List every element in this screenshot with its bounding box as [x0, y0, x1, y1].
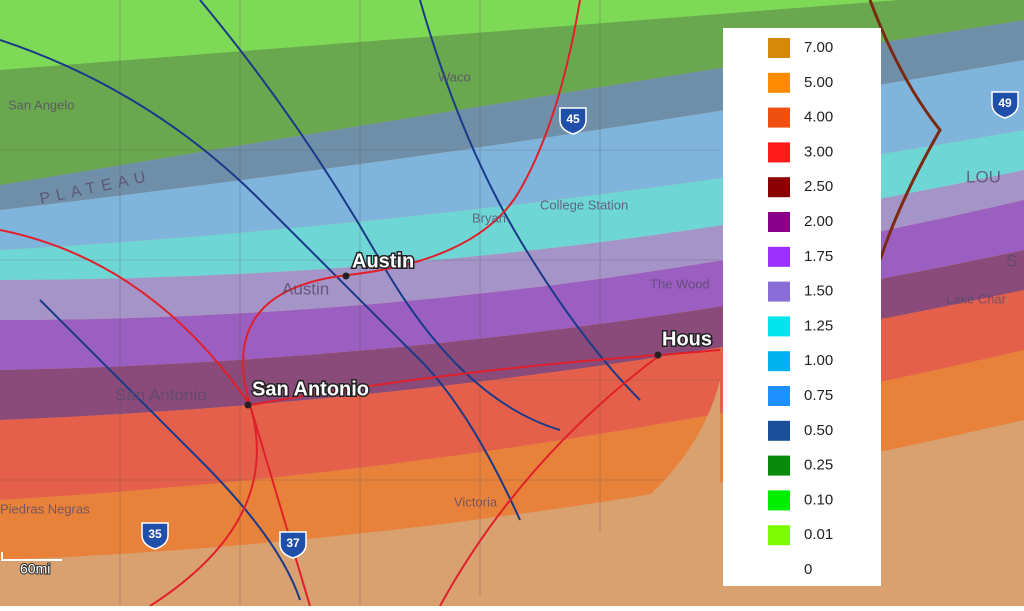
shield-label: 37	[286, 536, 300, 550]
scale-label: 60mi	[20, 561, 50, 577]
shield-label: 45	[566, 112, 580, 126]
city-label: Hous	[662, 328, 712, 350]
legend-label: 0	[804, 561, 812, 578]
legend-label: 0.75	[804, 387, 833, 404]
legend-box	[723, 28, 881, 586]
legend-swatch	[768, 177, 790, 198]
highway-shield: 45	[559, 107, 587, 135]
legend-swatch	[768, 455, 790, 476]
legend-swatch	[768, 490, 790, 511]
legend-label: 0.25	[804, 457, 833, 474]
legend-swatch	[768, 246, 790, 267]
legend-swatch	[768, 316, 790, 337]
legend-swatch	[768, 560, 790, 580]
city-dot	[654, 351, 662, 359]
rivers	[0, 0, 641, 601]
legend-label: 7.00	[804, 39, 833, 56]
legend-label: 0.01	[804, 526, 833, 543]
county-lines	[0, 0, 720, 606]
highway-shield: 35	[141, 522, 169, 550]
city-dot	[244, 401, 252, 409]
basemap-label: Lake Char	[946, 291, 1007, 306]
legend-label: 0.50	[804, 422, 833, 439]
basemap-label: Bryan	[472, 210, 506, 225]
legend-label: 1.50	[804, 283, 833, 300]
band	[0, 200, 1024, 370]
legend-label: 5.00	[804, 74, 833, 91]
legend-swatch	[768, 525, 790, 546]
basemap-label: LOU	[966, 167, 1001, 186]
legend-swatch	[768, 212, 790, 232]
gulf	[460, 380, 720, 606]
legend-label: 1.25	[804, 317, 833, 334]
basemap-label: San Angelo	[8, 97, 75, 112]
basemap-label: S	[1006, 251, 1017, 270]
legend-label: 3.00	[804, 143, 833, 160]
band	[0, 350, 1024, 560]
legend-swatch	[768, 142, 790, 163]
basemap-label: Waco	[438, 69, 471, 84]
legend-label: 2.50	[804, 178, 833, 195]
basemap-label: Victoria	[454, 494, 498, 509]
legend-swatch	[768, 72, 790, 93]
city-label: Austin	[352, 250, 414, 272]
legend-label: 1.75	[804, 248, 833, 265]
scale-bar	[1, 552, 62, 561]
highway-shield: 37	[279, 531, 307, 559]
legend-swatch	[768, 420, 790, 441]
band	[0, 0, 900, 70]
state-border	[868, 0, 942, 261]
basemap-label: The Wood	[650, 276, 710, 291]
basemap-label: Piedras Negras	[0, 501, 90, 516]
legend-swatch	[768, 281, 790, 302]
legend-swatch	[768, 107, 790, 128]
legend-label: 1.00	[804, 352, 833, 369]
highway-shield: 49	[991, 91, 1019, 119]
shield-label: 49	[998, 96, 1012, 110]
city-label: San Antonio	[252, 378, 369, 400]
legend-label: 4.00	[804, 109, 833, 126]
legend-swatch	[768, 351, 790, 372]
legend-swatch	[768, 386, 790, 406]
legend-label: 2.00	[804, 213, 833, 230]
city-dot	[342, 272, 350, 280]
band	[0, 170, 1024, 320]
basemap-label: College Station	[540, 197, 628, 212]
legend-label: 0.10	[804, 491, 833, 508]
basemap-label: Austin	[282, 279, 329, 298]
shield-label: 35	[148, 527, 162, 541]
basemap-label: San Antonio	[115, 385, 207, 404]
legend: 7.00 5.00 4.00 3.00 2.50 2.00 1.75 1.50 1.25 1.00…	[768, 38, 833, 580]
legend-swatch	[768, 38, 790, 58]
